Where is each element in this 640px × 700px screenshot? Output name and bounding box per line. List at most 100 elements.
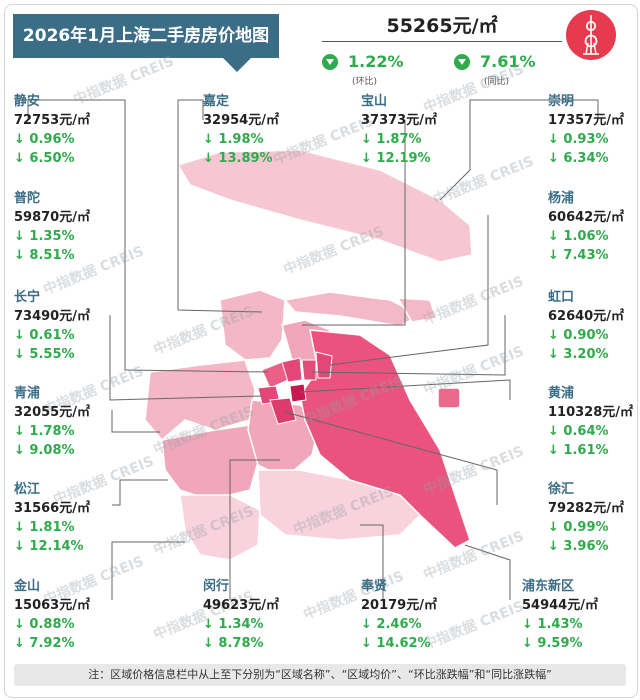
district-mom: ↓ 1.34% <box>203 617 264 632</box>
district-price: 72753元/㎡ <box>14 113 90 128</box>
district-xuhui: 徐汇 79282元/㎡ ↓ 0.99% ↓ 3.96% <box>548 480 640 556</box>
district-price: 32954元/㎡ <box>203 113 279 128</box>
district-baoshan: 宝山 37373元/㎡ ↓ 1.87% ↓ 12.19% <box>361 92 481 168</box>
district-yoy: ↓ 9.08% <box>14 443 75 458</box>
map-region-changxing-island <box>283 291 422 327</box>
district-yoy: ↓ 12.19% <box>361 151 431 166</box>
district-name: 徐汇 <box>548 482 575 497</box>
district-price: 62640元/㎡ <box>548 309 624 324</box>
district-name: 金山 <box>14 579 41 594</box>
map-region-islet <box>437 387 461 409</box>
district-name: 浦东新区 <box>522 579 575 594</box>
district-huangpu: 黄浦 110328元/㎡ ↓ 0.64% ↓ 1.61% <box>548 384 640 460</box>
district-name: 青浦 <box>14 386 41 401</box>
district-name: 闵行 <box>203 579 230 594</box>
district-mom: ↓ 1.35% <box>14 229 75 244</box>
district-yoy: ↓ 8.51% <box>14 248 75 263</box>
district-mom: ↓ 0.99% <box>548 520 609 535</box>
district-jiading: 嘉定 32954元/㎡ ↓ 1.98% ↓ 13.89% <box>203 92 323 168</box>
city-mom-value: 1.22% <box>348 52 404 71</box>
district-mom: ↓ 1.78% <box>14 424 75 439</box>
district-jingan: 静安 72753元/㎡ ↓ 0.96% ↓ 6.50% <box>14 92 134 168</box>
district-price: 20179元/㎡ <box>361 598 437 613</box>
leader-lines <box>27 99 599 600</box>
city-mom-label: (环比) <box>352 77 378 87</box>
district-yoy: ↓ 13.89% <box>203 151 273 166</box>
district-yangpu: 杨浦 60642元/㎡ ↓ 1.06% ↓ 7.43% <box>548 189 640 265</box>
district-price: 32055元/㎡ <box>14 405 90 420</box>
page-title: 2026年1月上海二手房房价地图 <box>13 14 279 58</box>
footer-note: 注：区域价格信息栏中从上至下分别为“区域名称”、“区域均价”、“环比涨跌幅”和“… <box>14 664 626 686</box>
map-region-hongkou <box>301 359 317 381</box>
district-price: 17357元/㎡ <box>548 113 624 128</box>
map-region-jingan <box>281 357 303 383</box>
map-region-jiading <box>219 289 286 361</box>
district-yoy: ↓ 14.62% <box>361 636 431 651</box>
district-price: 110328元/㎡ <box>548 405 634 420</box>
district-changning: 长宁 73490元/㎡ ↓ 0.61% ↓ 5.55% <box>14 288 134 364</box>
page-frame <box>4 4 638 698</box>
district-qingpu: 青浦 32055元/㎡ ↓ 1.78% ↓ 9.08% <box>14 384 134 460</box>
map-region-xuhui <box>269 397 297 425</box>
district-yoy: ↓ 9.59% <box>522 636 583 651</box>
district-name: 宝山 <box>361 94 388 109</box>
map-region-qingpu <box>144 359 256 442</box>
district-price: 79282元/㎡ <box>548 501 624 516</box>
district-name: 杨浦 <box>548 191 575 206</box>
map-region-jinshan <box>179 494 261 561</box>
district-yoy: ↓ 7.92% <box>14 636 75 651</box>
district-mom: ↓ 0.93% <box>548 132 609 147</box>
district-yoy: ↓ 12.14% <box>14 539 84 554</box>
district-name: 松江 <box>14 482 41 497</box>
district-mom: ↓ 0.64% <box>548 424 609 439</box>
district-pudong: 浦东新区 54944元/㎡ ↓ 1.43% ↓ 9.59% <box>522 577 640 653</box>
district-mom: ↓ 1.81% <box>14 520 75 535</box>
district-name: 嘉定 <box>203 94 230 109</box>
district-chongming: 崇明 17357元/㎡ ↓ 0.93% ↓ 6.34% <box>548 92 640 168</box>
district-jinshan: 金山 15063元/㎡ ↓ 0.88% ↓ 7.92% <box>14 577 134 653</box>
district-name: 虹口 <box>548 290 575 305</box>
district-name: 崇明 <box>548 94 575 109</box>
district-yoy: ↓ 1.61% <box>548 443 609 458</box>
district-price: 15063元/㎡ <box>14 598 90 613</box>
district-mom: ↓ 0.90% <box>548 328 609 343</box>
down-arrow-icon <box>454 54 470 70</box>
district-price: 49623元/㎡ <box>203 598 279 613</box>
district-fengxian: 奉贤 20179元/㎡ ↓ 2.46% ↓ 14.62% <box>361 577 481 653</box>
district-price: 73490元/㎡ <box>14 309 90 324</box>
district-yoy: ↓ 6.34% <box>548 151 609 166</box>
map-region-songjiang <box>161 424 261 501</box>
down-arrow-icon <box>322 54 338 70</box>
district-price: 54944元/㎡ <box>522 598 598 613</box>
district-price: 60642元/㎡ <box>548 210 624 225</box>
district-name: 黄浦 <box>548 386 575 401</box>
map-region-huangpu <box>289 383 307 403</box>
district-mom: ↓ 2.46% <box>361 617 422 632</box>
district-mom: ↓ 0.96% <box>14 132 75 147</box>
district-minhang: 闵行 49623元/㎡ ↓ 1.34% ↓ 8.78% <box>203 577 323 653</box>
district-name: 普陀 <box>14 191 41 206</box>
city-yoy-label: (同比) <box>484 77 510 87</box>
map-region-hengsha-island <box>396 297 437 323</box>
district-mom: ↓ 1.98% <box>203 132 264 147</box>
map-region-chongming <box>176 149 473 263</box>
district-yoy: ↓ 8.78% <box>203 636 264 651</box>
district-yoy: ↓ 7.43% <box>548 248 609 263</box>
district-hongkou: 虹口 62640元/㎡ ↓ 0.90% ↓ 3.20% <box>548 288 640 364</box>
city-yoy-value: 7.61% <box>480 52 536 71</box>
district-name: 长宁 <box>14 290 41 305</box>
district-price: 59870元/㎡ <box>14 210 90 225</box>
district-songjiang: 松江 31566元/㎡ ↓ 1.81% ↓ 12.14% <box>14 480 134 556</box>
district-yoy: ↓ 5.55% <box>14 347 75 362</box>
oriental-pearl-tower-icon <box>566 10 616 60</box>
title-notch <box>223 58 251 72</box>
district-mom: ↓ 0.88% <box>14 617 75 632</box>
district-mom: ↓ 1.43% <box>522 617 583 632</box>
district-mom: ↓ 1.87% <box>361 132 422 147</box>
district-putuo: 普陀 59870元/㎡ ↓ 1.35% ↓ 8.51% <box>14 189 134 265</box>
district-price: 37373元/㎡ <box>361 113 437 128</box>
district-name: 静安 <box>14 94 41 109</box>
district-yoy: ↓ 6.50% <box>14 151 75 166</box>
city-average-price: 55265元/㎡ <box>386 15 498 37</box>
